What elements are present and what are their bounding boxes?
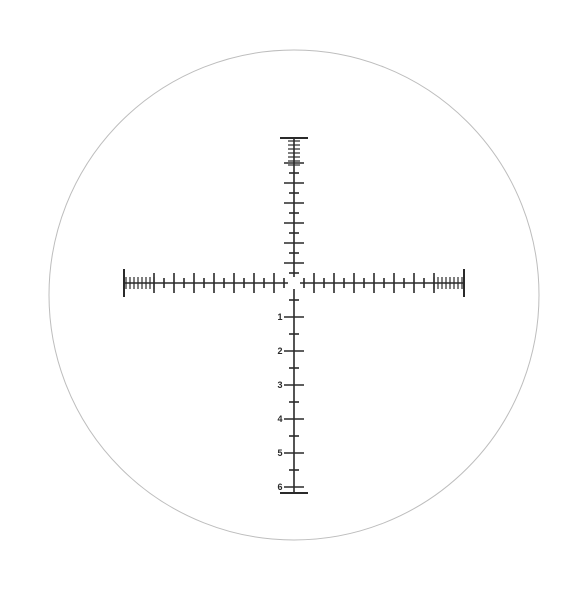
- drop-label-3: 3: [277, 380, 282, 390]
- drop-label-6: 6: [277, 482, 282, 492]
- reticle-diagram: 1 2 3 4 5 6: [0, 0, 588, 590]
- reticle-svg: [0, 0, 588, 590]
- drop-label-2: 2: [277, 346, 282, 356]
- drop-label-1: 1: [277, 312, 282, 322]
- drop-label-5: 5: [277, 448, 282, 458]
- drop-label-4: 4: [277, 414, 282, 424]
